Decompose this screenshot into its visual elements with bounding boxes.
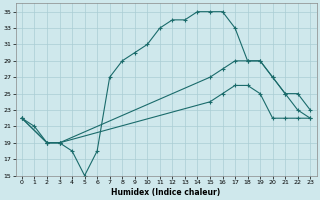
- X-axis label: Humidex (Indice chaleur): Humidex (Indice chaleur): [111, 188, 221, 197]
